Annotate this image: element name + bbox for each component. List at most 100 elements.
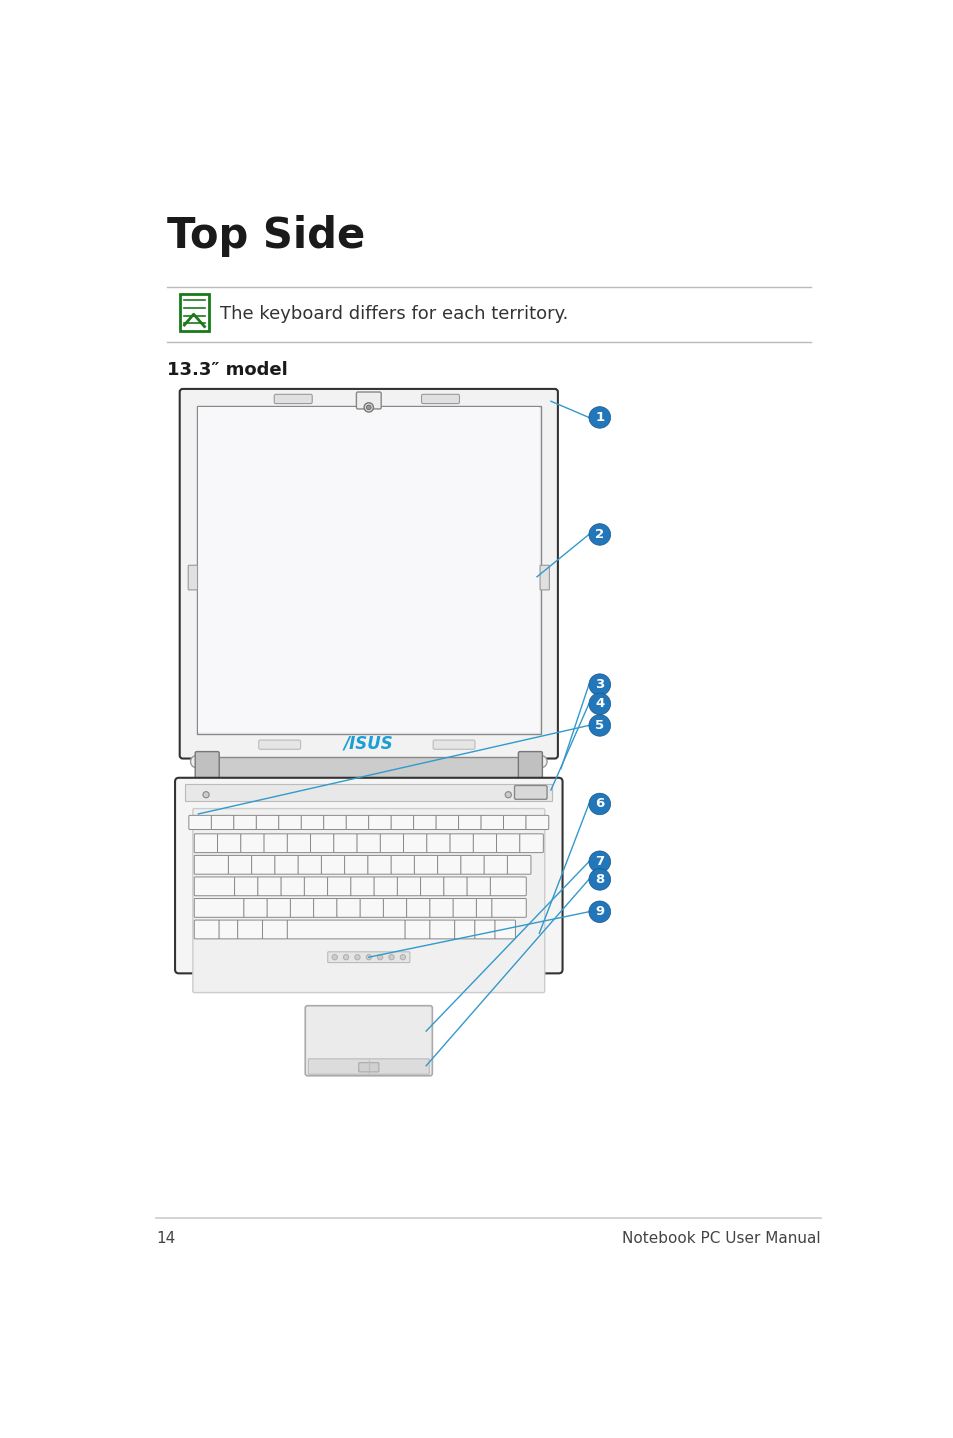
Circle shape	[191, 755, 203, 768]
FancyBboxPatch shape	[403, 834, 427, 853]
Circle shape	[588, 851, 610, 873]
FancyBboxPatch shape	[189, 815, 212, 830]
Text: 7: 7	[595, 856, 603, 869]
FancyBboxPatch shape	[359, 899, 383, 917]
FancyBboxPatch shape	[256, 815, 279, 830]
FancyBboxPatch shape	[274, 394, 312, 404]
Circle shape	[588, 693, 610, 715]
FancyBboxPatch shape	[436, 815, 458, 830]
Circle shape	[588, 869, 610, 890]
Bar	[202, 756, 535, 779]
FancyBboxPatch shape	[281, 877, 304, 896]
Circle shape	[389, 955, 394, 961]
FancyBboxPatch shape	[480, 815, 503, 830]
Text: /ISUS: /ISUS	[344, 735, 394, 754]
Circle shape	[203, 792, 209, 798]
FancyBboxPatch shape	[380, 834, 403, 853]
Text: Notebook PC User Manual: Notebook PC User Manual	[621, 1231, 820, 1247]
FancyBboxPatch shape	[219, 920, 237, 939]
FancyBboxPatch shape	[274, 856, 298, 874]
Text: 4: 4	[595, 697, 604, 710]
FancyBboxPatch shape	[193, 808, 544, 992]
FancyBboxPatch shape	[383, 899, 407, 917]
FancyBboxPatch shape	[321, 856, 345, 874]
FancyBboxPatch shape	[262, 920, 287, 939]
FancyBboxPatch shape	[336, 899, 360, 917]
Circle shape	[588, 715, 610, 736]
FancyBboxPatch shape	[287, 920, 405, 939]
FancyBboxPatch shape	[368, 815, 391, 830]
FancyBboxPatch shape	[406, 899, 430, 917]
FancyBboxPatch shape	[194, 877, 234, 896]
FancyBboxPatch shape	[267, 899, 291, 917]
Circle shape	[332, 955, 337, 961]
Text: 8: 8	[595, 873, 604, 886]
FancyBboxPatch shape	[414, 856, 437, 874]
FancyBboxPatch shape	[433, 741, 475, 749]
FancyBboxPatch shape	[458, 815, 481, 830]
Text: 14: 14	[156, 1231, 175, 1247]
FancyBboxPatch shape	[188, 565, 197, 590]
FancyBboxPatch shape	[195, 752, 219, 782]
FancyBboxPatch shape	[525, 815, 548, 830]
FancyBboxPatch shape	[179, 388, 558, 758]
FancyBboxPatch shape	[327, 877, 351, 896]
FancyBboxPatch shape	[492, 899, 526, 917]
FancyBboxPatch shape	[368, 856, 391, 874]
FancyBboxPatch shape	[310, 834, 334, 853]
FancyBboxPatch shape	[323, 815, 346, 830]
FancyBboxPatch shape	[476, 899, 492, 917]
Circle shape	[505, 792, 511, 798]
FancyBboxPatch shape	[483, 856, 507, 874]
Text: 1: 1	[595, 411, 603, 424]
FancyBboxPatch shape	[264, 834, 287, 853]
FancyBboxPatch shape	[405, 920, 430, 939]
FancyBboxPatch shape	[519, 834, 543, 853]
FancyBboxPatch shape	[305, 1005, 432, 1076]
Text: 13.3″ model: 13.3″ model	[167, 361, 288, 380]
Bar	[196, 406, 540, 733]
FancyBboxPatch shape	[174, 778, 562, 974]
FancyBboxPatch shape	[460, 856, 484, 874]
Circle shape	[588, 523, 610, 545]
FancyBboxPatch shape	[297, 856, 321, 874]
FancyBboxPatch shape	[287, 834, 311, 853]
FancyBboxPatch shape	[237, 920, 262, 939]
FancyBboxPatch shape	[258, 741, 300, 749]
FancyBboxPatch shape	[228, 856, 252, 874]
FancyBboxPatch shape	[233, 815, 256, 830]
Circle shape	[534, 755, 546, 768]
FancyBboxPatch shape	[420, 877, 444, 896]
FancyBboxPatch shape	[179, 295, 209, 331]
FancyBboxPatch shape	[356, 393, 381, 408]
FancyBboxPatch shape	[278, 815, 301, 830]
FancyBboxPatch shape	[475, 920, 495, 939]
FancyBboxPatch shape	[212, 815, 233, 830]
Circle shape	[377, 955, 382, 961]
FancyBboxPatch shape	[453, 899, 476, 917]
FancyBboxPatch shape	[240, 834, 264, 853]
Circle shape	[588, 902, 610, 923]
FancyBboxPatch shape	[503, 815, 526, 830]
FancyBboxPatch shape	[328, 952, 410, 962]
FancyBboxPatch shape	[396, 877, 420, 896]
Circle shape	[588, 407, 610, 429]
FancyBboxPatch shape	[351, 877, 374, 896]
FancyBboxPatch shape	[450, 834, 473, 853]
FancyBboxPatch shape	[334, 834, 357, 853]
FancyBboxPatch shape	[496, 834, 519, 853]
Text: 6: 6	[595, 798, 604, 811]
FancyBboxPatch shape	[473, 834, 497, 853]
Circle shape	[588, 674, 610, 696]
FancyBboxPatch shape	[194, 834, 217, 853]
FancyBboxPatch shape	[194, 856, 229, 874]
FancyBboxPatch shape	[194, 899, 244, 917]
FancyBboxPatch shape	[490, 877, 526, 896]
FancyBboxPatch shape	[517, 752, 542, 782]
Circle shape	[366, 955, 371, 961]
Text: 3: 3	[595, 679, 604, 692]
Circle shape	[343, 955, 349, 961]
FancyBboxPatch shape	[301, 815, 324, 830]
FancyBboxPatch shape	[426, 834, 450, 853]
FancyBboxPatch shape	[430, 920, 455, 939]
